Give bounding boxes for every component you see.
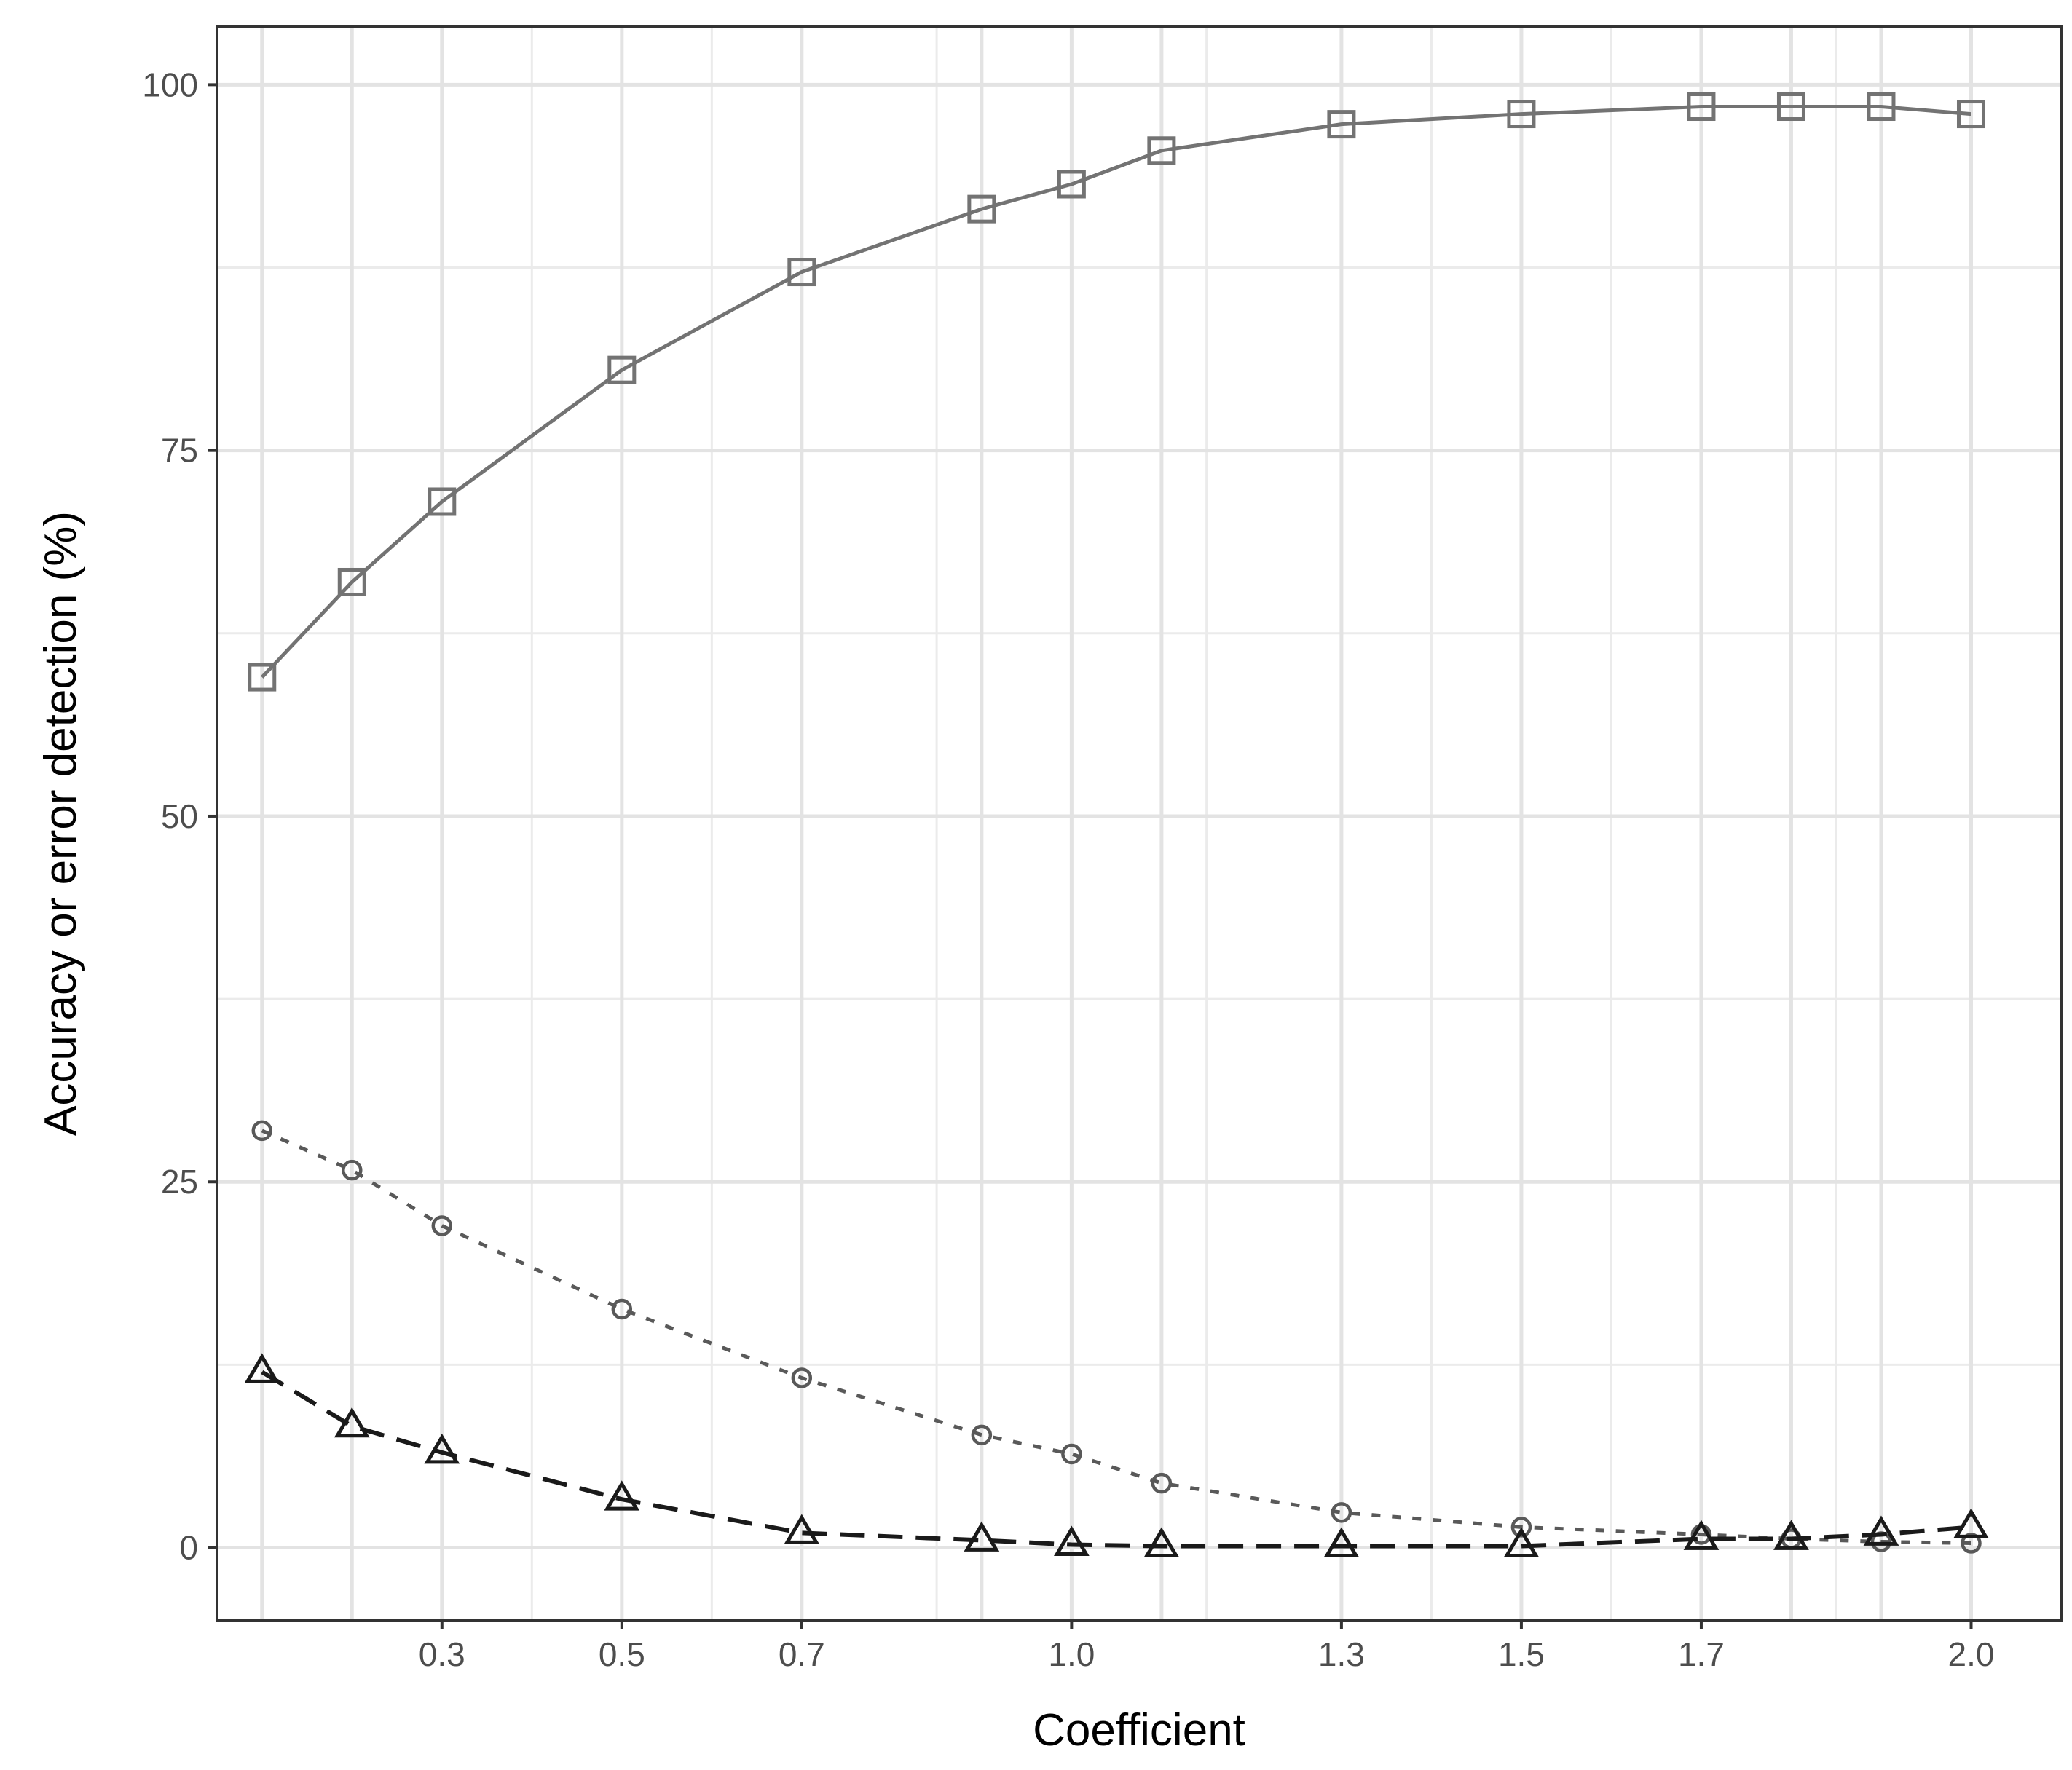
y-axis-title: Accuracy or error detection (%): [36, 511, 86, 1136]
data-point-triangle: [1773, 1520, 1809, 1550]
data-point-circle: [971, 1424, 993, 1446]
data-point-triangle: [1053, 1525, 1090, 1556]
x-tick-label: 1.3: [1318, 1635, 1365, 1673]
data-point-square: [337, 567, 366, 596]
data-point-circle: [431, 1215, 453, 1236]
data-point-circle: [1151, 1472, 1173, 1494]
series-line-square: [260, 105, 1971, 679]
data-point-triangle: [964, 1521, 1000, 1552]
data-point-triangle: [1323, 1527, 1360, 1557]
data-point-triangle: [334, 1407, 370, 1438]
series-line-triangle: [261, 1370, 1971, 1549]
data-point-circle: [1961, 1533, 1982, 1554]
data-point-square: [1057, 170, 1086, 199]
series-line-circle: [261, 1129, 1971, 1545]
x-tick-label: 1.7: [1678, 1635, 1725, 1673]
data-point-square: [1956, 100, 1985, 129]
data-point-circle: [611, 1298, 633, 1320]
data-point-triangle: [604, 1480, 640, 1511]
data-point-circle: [791, 1367, 813, 1388]
x-tick-label: 0.3: [419, 1635, 465, 1673]
data-point-triangle: [424, 1433, 460, 1464]
data-point-square: [1687, 92, 1716, 122]
data-point-square: [1147, 136, 1176, 165]
data-series: [244, 92, 1989, 1557]
x-axis-ticks: 0.3 0.5 0.7 1.0 1.3 1.5 1.7 2.0: [419, 1621, 1995, 1673]
data-point-triangle: [1143, 1527, 1180, 1557]
x-tick-label: 1.0: [1048, 1635, 1095, 1673]
data-point-triangle: [1953, 1508, 1989, 1538]
major-gridlines: [217, 26, 2061, 1621]
data-point-square: [607, 355, 637, 384]
data-point-square: [1507, 100, 1536, 129]
data-point-triangle: [1503, 1527, 1540, 1557]
x-axis-title: Coefficient: [1033, 1705, 1245, 1755]
data-point-square: [248, 663, 277, 692]
data-point-circle: [342, 1159, 363, 1181]
data-point-square: [787, 258, 816, 287]
data-point-square: [967, 194, 996, 224]
y-tick-label: 0: [179, 1529, 198, 1567]
data-point-square: [1776, 92, 1805, 122]
data-point-triangle: [244, 1353, 280, 1383]
y-tick-label: 50: [161, 797, 198, 835]
data-point-square: [1327, 110, 1356, 139]
data-point-square: [428, 487, 457, 516]
data-point-circle: [251, 1120, 273, 1142]
data-point-circle: [1331, 1502, 1352, 1523]
y-tick-label: 75: [161, 432, 198, 470]
data-point-square: [1867, 92, 1896, 122]
data-point-triangle: [784, 1514, 820, 1544]
data-point-triangle: [1863, 1515, 1899, 1546]
x-tick-label: 2.0: [1948, 1635, 1995, 1673]
data-point-circle: [1061, 1443, 1082, 1465]
minor-gridlines: [217, 26, 2061, 1621]
data-point-triangle: [1683, 1520, 1720, 1550]
x-tick-label: 1.5: [1498, 1635, 1545, 1673]
x-tick-label: 0.5: [599, 1635, 645, 1673]
x-tick-label: 0.7: [779, 1635, 825, 1673]
data-point-circle: [1510, 1517, 1532, 1538]
y-axis-ticks: 0 25 50 75 100: [142, 66, 217, 1567]
plot-panel-border: [216, 25, 2063, 1622]
y-tick-label: 100: [142, 66, 198, 103]
y-tick-label: 25: [161, 1163, 198, 1201]
